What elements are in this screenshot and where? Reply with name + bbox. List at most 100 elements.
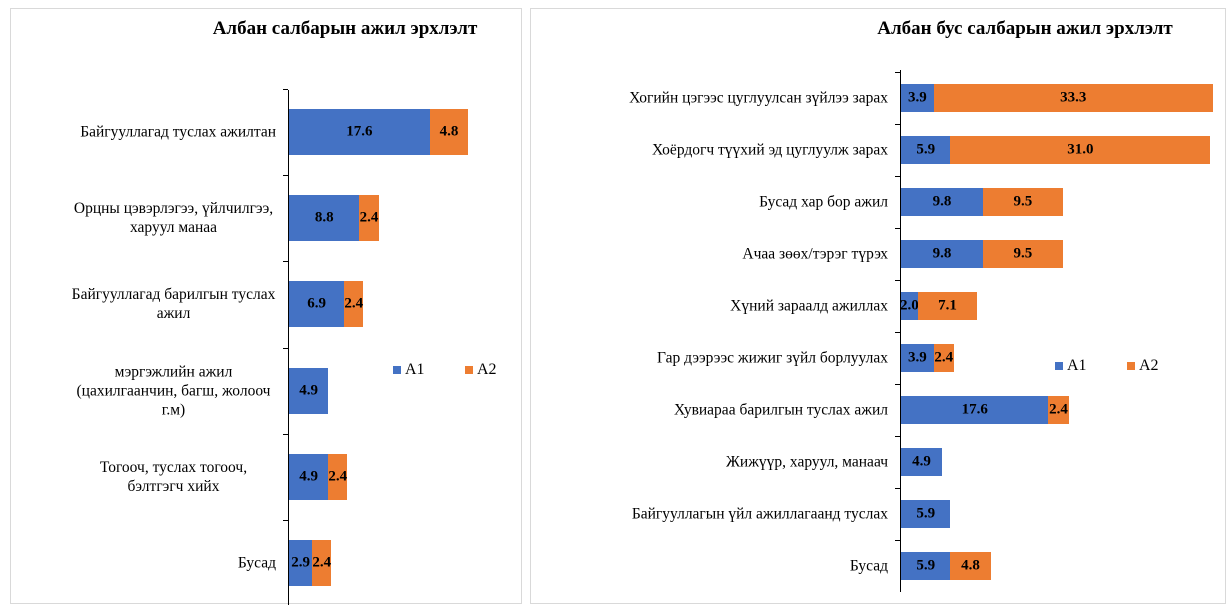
legend-entry: A1 (1055, 357, 1087, 375)
legend-text: A2 (477, 361, 497, 378)
data-label: 5.9 (916, 505, 936, 522)
tick-mark (895, 488, 900, 489)
data-label: 9.5 (1013, 193, 1033, 210)
chart-title: Албан салбарын ажил эрхлэлт (212, 18, 478, 39)
legend-swatch (1055, 362, 1063, 370)
legend-swatch (393, 366, 401, 374)
bar-segment (933, 344, 954, 372)
category-text: Байгууллагад туслах ажилтан (80, 123, 276, 141)
data-label: 17.6 (961, 401, 988, 418)
tick-mark (895, 436, 900, 437)
bar-segment (289, 195, 360, 242)
category-label: Бусад (548, 557, 888, 576)
bar-segment (901, 292, 918, 320)
category-label: Байгууллагад туслах ажилтан (71, 123, 276, 142)
legend-entry: A2 (1127, 357, 1159, 375)
data-label: 3.9 (907, 349, 927, 366)
legend-text: A1 (1067, 357, 1087, 374)
tick-mark (895, 332, 900, 333)
tick-mark (283, 88, 288, 90)
bar-segment (289, 453, 329, 500)
tick-mark (283, 261, 288, 263)
bar-segment (901, 552, 951, 580)
left-panel (10, 8, 522, 604)
tick-mark (895, 72, 900, 73)
bar-segment (901, 84, 934, 112)
bar-segment (901, 344, 934, 372)
bar-segment (983, 240, 1063, 268)
data-label: 2.4 (359, 209, 379, 226)
bar-segment (312, 540, 332, 586)
data-label: 7.1 (938, 297, 957, 314)
data-label: 2.4 (328, 468, 348, 485)
tick-mark (895, 384, 900, 385)
category-text: Бусад (849, 557, 888, 575)
category-text: Орцны цэвэрлэгээ, үйлчилгээ, харуул мана… (73, 200, 274, 237)
tick-mark (895, 280, 900, 281)
tick-mark (895, 540, 900, 541)
category-text: Байгууллагад барилгын туслах ажил (71, 286, 276, 323)
axis-line (288, 90, 289, 605)
axis-line (900, 70, 901, 592)
category-text: Байгууллагын үйл ажиллагаанд туслах (631, 505, 888, 523)
data-label: 9.8 (932, 193, 952, 210)
data-label: 2.4 (344, 295, 364, 312)
category-label: Хогийн цэгээс цуглуулсан зүйлээ зарах (548, 89, 888, 108)
category-text: Гар дээрээс жижиг зүйл борлуулах (657, 349, 888, 367)
category-label: Ачаа зөөх/тэрэг түрэх (548, 245, 888, 264)
data-label: 5.9 (916, 557, 936, 574)
legend-entry: A2 (465, 361, 497, 379)
category-text: Тогооч, туслах тогооч, бэлтгэгч хийх (99, 458, 248, 495)
data-label: 9.8 (932, 245, 952, 262)
legend-entry: A1 (393, 361, 425, 379)
data-label: 6.9 (307, 295, 326, 312)
bar-segment (328, 453, 348, 500)
data-label: 4.9 (299, 382, 318, 399)
bar-segment (344, 281, 364, 328)
data-label: 4.8 (439, 123, 459, 140)
category-label: Хувиараа барилгын туслах ажил (548, 401, 888, 420)
category-label: Байгууллагад барилгын туслах ажил (71, 285, 276, 323)
category-label: Орцны цэвэрлэгээ, үйлчилгээ, харуул мана… (71, 199, 276, 237)
right-panel (530, 8, 1226, 604)
tick-mark (283, 175, 288, 177)
bar-segment (1048, 396, 1069, 424)
category-text: Хүний зараалд ажиллах (730, 297, 888, 315)
data-label: 4.9 (299, 468, 318, 485)
category-label: Хоёрдогч түүхий эд цуглуулж зарах (548, 141, 888, 160)
data-label: 5.9 (916, 141, 936, 158)
bar-segment (950, 552, 991, 580)
legend-text: A1 (405, 361, 425, 378)
data-label: 2.4 (934, 349, 954, 366)
bar-segment (901, 448, 943, 476)
tick-mark (895, 124, 900, 125)
tick-mark (283, 519, 288, 521)
category-label: Тогооч, туслах тогооч, бэлтгэгч хийх (71, 458, 276, 496)
category-text: мэргэжлийн ажил (цахилгаанчин, багш, жол… (76, 363, 271, 419)
data-label: 2.0 (900, 297, 919, 314)
bar-segment (901, 188, 984, 216)
bar-segment (901, 500, 951, 528)
data-label: 8.8 (314, 209, 334, 226)
category-label: Байгууллагын үйл ажиллагаанд туслах (548, 505, 888, 524)
tick-mark (283, 433, 288, 435)
category-text: Хоёрдогч түүхий эд цуглуулж зарах (651, 141, 888, 159)
bar-segment (983, 188, 1063, 216)
data-label: 9.5 (1013, 245, 1033, 262)
bar-segment (289, 109, 430, 155)
data-label: 2.4 (312, 554, 332, 571)
data-label: 31.0 (1067, 141, 1094, 158)
bar-segment (901, 240, 984, 268)
data-label: 2.9 (291, 554, 310, 571)
bar-segment (429, 109, 469, 155)
legend-swatch (1127, 362, 1135, 370)
category-label: Бусад хар бор ажил (548, 193, 888, 212)
bar-segment (950, 136, 1211, 164)
bar-segment (901, 136, 951, 164)
category-text: Бусад хар бор ажил (759, 193, 888, 211)
bar-segment (289, 367, 329, 414)
category-label: Бусад (71, 554, 276, 573)
category-label: Жижүүр, харуул, манаач (548, 453, 888, 472)
category-text: Хувиараа барилгын туслах ажил (673, 401, 888, 419)
